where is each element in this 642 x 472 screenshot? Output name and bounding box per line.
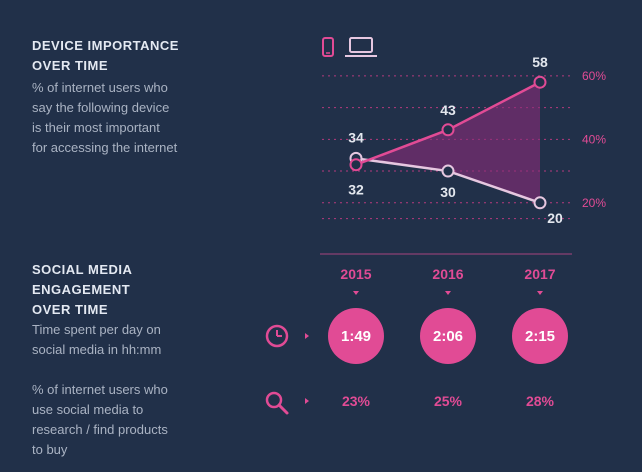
research-desc-line: to buy [32,442,68,457]
year-arrow [353,291,359,295]
year-label: 2016 [432,266,463,282]
research-desc-line: use social media to [32,402,144,417]
device-desc-line: for accessing the internet [32,140,178,155]
time-spent-circles: 1:49 2:06 2:15 [328,308,568,364]
time-value: 2:15 [525,328,555,345]
time-desc-line: social media in hh:mm [32,342,162,357]
difference-fill-area [356,82,540,203]
social-title-line: OVER TIME [32,302,109,317]
device-title-line2: OVER TIME [32,58,109,73]
laptop-icon [345,37,377,57]
smartphone-value-label: 43 [440,102,456,118]
smartphone-value-label: 32 [348,182,364,198]
time-circle [328,308,384,364]
smartphone-point [533,75,547,89]
research-desc-line: % of internet users who [32,382,168,397]
y-tick-label: 60% [582,69,606,83]
smartphone-point [349,158,363,172]
research-pct: 28% [526,393,555,409]
laptop-point [441,164,455,178]
research-description: % of internet users who use social media… [32,380,168,460]
research-percentages: 23% 25% 28% [342,393,555,409]
device-desc-line: % of internet users who [32,80,168,95]
laptop-value-label: 34 [348,129,364,145]
data-labels: 32 43 58 34 30 20 [348,54,563,226]
device-desc-line: is their most important [32,120,160,135]
social-section-title: SOCIAL MEDIA ENGAGEMENT OVER TIME [32,260,132,320]
device-desc-line: say the following device [32,100,170,115]
year-label: 2017 [524,266,555,282]
research-desc-line: research / find products [32,422,168,437]
social-title-line: ENGAGEMENT [32,282,131,297]
year-arrow [445,291,451,295]
research-pct: 23% [342,393,371,409]
smartphone-value-label: 58 [532,54,548,70]
series-points [349,75,547,210]
time-value: 1:49 [341,328,371,345]
time-circle [512,308,568,364]
laptop-value-label: 20 [547,210,563,226]
research-pct: 25% [434,393,463,409]
time-desc-line: Time spent per day on [32,322,161,337]
laptop-value-label: 30 [440,184,456,200]
time-spent-description: Time spent per day on social media in hh… [32,320,161,360]
row-arrow [305,333,309,339]
year-labels: 2015 2016 2017 [340,266,556,295]
search-icon [265,391,289,415]
device-section-description: % of internet users who say the followin… [32,78,177,158]
time-value: 2:06 [433,328,463,345]
device-title-line1: DEVICE IMPORTANCE [32,38,179,53]
laptop-point [533,196,547,210]
time-circle [420,308,476,364]
device-section-title: DEVICE IMPORTANCE OVER TIME [32,36,179,76]
y-tick-label: 20% [582,196,606,210]
smartphone-icon [322,37,334,57]
y-tick-label: 40% [582,132,606,146]
smartphone-point [441,123,455,137]
row-arrow [305,398,309,404]
year-label: 2015 [340,266,371,282]
y-axis-ticks: 20% 40% 60% [582,69,606,210]
social-title-line: SOCIAL MEDIA [32,262,133,277]
clock-icon [265,324,289,348]
year-arrow [537,291,543,295]
